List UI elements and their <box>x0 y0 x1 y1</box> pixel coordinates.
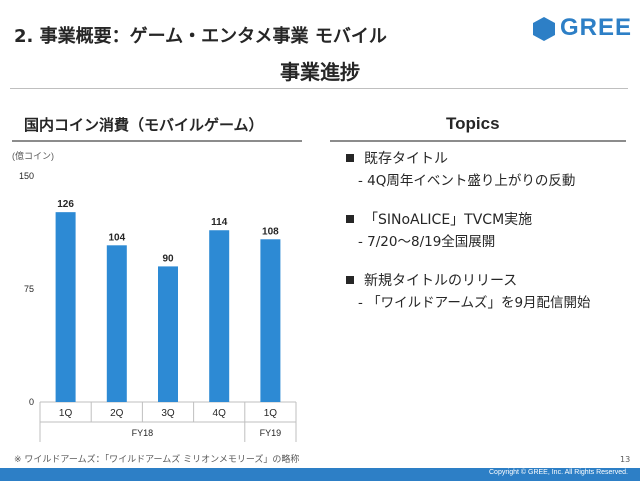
topic-item: 「SINoALICE」TVCM実施 - 7/20～8/19全国展開 <box>346 209 631 253</box>
bar-value-label: 90 <box>162 253 174 264</box>
topic-detail: - 4Q周年イベント盛り上がりの反動 <box>358 173 576 189</box>
bar <box>260 239 281 402</box>
topics-list: 既存タイトル - 4Q周年イベント盛り上がりの反動 「SINoALICE」TVC… <box>346 148 631 331</box>
topic-heading: 「SINoALICE」TVCM実施 <box>364 212 533 228</box>
footer-bar <box>0 468 640 481</box>
header-divider <box>10 88 628 89</box>
x-tick-label: 1Q <box>59 408 73 419</box>
topic-item: 新規タイトルのリリース - 「ワイルドアームズ」を9月配信開始 <box>346 270 631 314</box>
x-tick-label: 3Q <box>161 408 175 419</box>
y-tick-label: 75 <box>24 284 34 294</box>
bar-value-label: 104 <box>108 232 125 243</box>
hexagon-icon <box>533 17 555 41</box>
square-bullet-icon <box>346 154 354 162</box>
bar <box>106 245 127 402</box>
bar <box>55 212 76 402</box>
topic-item: 既存タイトル - 4Q周年イベント盛り上がりの反動 <box>346 148 631 192</box>
y-tick-label: 0 <box>29 397 34 407</box>
topic-heading: 新規タイトルのリリース <box>364 273 518 289</box>
group-label: FY18 <box>132 428 154 438</box>
x-tick-label: 2Q <box>110 408 124 419</box>
bar-value-label: 114 <box>211 217 228 228</box>
square-bullet-icon <box>346 276 354 284</box>
topic-heading: 既存タイトル <box>364 151 448 167</box>
page-title: 2. 事業概要：ゲーム・エンタメ事業 モバイル <box>14 26 387 47</box>
bar-value-label: 126 <box>57 199 74 210</box>
coin-consumption-chart: (億コイン) 0 75 150 126 104 90 114 108 1Q 2Q 3Q 4Q 1Q FY18… <box>12 150 297 442</box>
bar <box>158 266 178 402</box>
page-number: 13 <box>620 455 631 464</box>
x-tick-label: 4Q <box>213 408 227 419</box>
chart-panel-title: 国内コイン消費（モバイルゲーム） <box>24 116 264 134</box>
square-bullet-icon <box>346 215 354 223</box>
topic-detail: - 「ワイルドアームズ」を9月配信開始 <box>358 295 591 311</box>
x-tick-label: 1Q <box>264 408 278 419</box>
copyright-text: Copyright © GREE, Inc. All Rights Reserv… <box>489 469 628 476</box>
footnote: ※ ワイルドアームズ：「ワイルドアームズ ミリオンメモリーズ」の略称 <box>14 455 300 465</box>
page-subtitle: 事業進捗 <box>280 60 360 84</box>
topic-detail: - 7/20～8/19全国展開 <box>358 234 496 250</box>
logo-text: GREE <box>560 14 633 41</box>
topics-panel-title: Topics <box>446 114 500 133</box>
bar <box>209 230 230 402</box>
chart-panel-divider <box>12 140 302 142</box>
group-label: FY19 <box>260 428 282 438</box>
y-tick-label: 150 <box>19 171 34 181</box>
gree-logo <box>533 17 555 41</box>
bar-value-label: 108 <box>262 226 279 237</box>
y-axis-label: (億コイン) <box>12 150 54 161</box>
topics-panel-divider <box>330 140 626 142</box>
